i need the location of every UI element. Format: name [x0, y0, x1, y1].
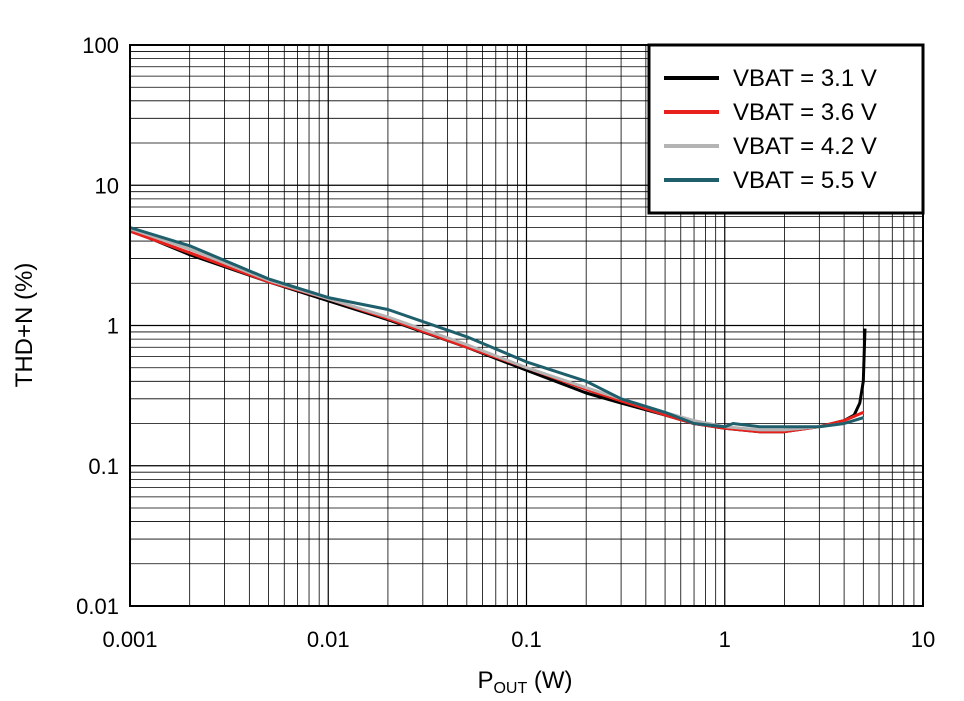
legend-label: VBAT = 5.5 V [733, 167, 877, 194]
x-axis-title-main: P [477, 667, 493, 694]
y-tick-label: 0.01 [76, 594, 119, 619]
x-axis-title: POUT (W) [477, 667, 572, 697]
plot-frame [129, 44, 924, 607]
legend-label: VBAT = 3.1 V [733, 65, 877, 92]
series-line [129, 229, 864, 434]
x-tick-label: 0.001 [102, 627, 157, 652]
y-tick-label: 100 [82, 33, 119, 58]
series-line [129, 228, 867, 434]
x-axis-title-sub: OUT [493, 680, 527, 697]
series-layer [129, 226, 867, 434]
y-tick-labels: 0.01 0.1 1 10 100 [76, 33, 119, 619]
x-axis-title-unit: (W) [527, 667, 572, 694]
y-axis-title: THD+N (%) [11, 263, 38, 388]
legend-box [647, 43, 925, 215]
legend-label: VBAT = 3.6 V [733, 99, 877, 126]
x-tick-labels: 0.001 0.01 0.1 1 10 [102, 627, 935, 652]
grid-lines [130, 45, 923, 606]
x-tick-label: 0.1 [511, 627, 542, 652]
legend: VBAT = 3.1 V VBAT = 3.6 V VBAT = 4.2 V VBAT… [647, 43, 925, 215]
y-tick-label: 0.1 [88, 454, 119, 479]
y-tick-label: 10 [95, 173, 119, 198]
x-tick-label: 10 [911, 627, 935, 652]
series-line [129, 226, 864, 429]
x-tick-label: 1 [719, 627, 731, 652]
y-tick-label: 1 [107, 314, 119, 339]
x-tick-label: 0.01 [307, 627, 350, 652]
legend-label: VBAT = 4.2 V [733, 133, 877, 160]
